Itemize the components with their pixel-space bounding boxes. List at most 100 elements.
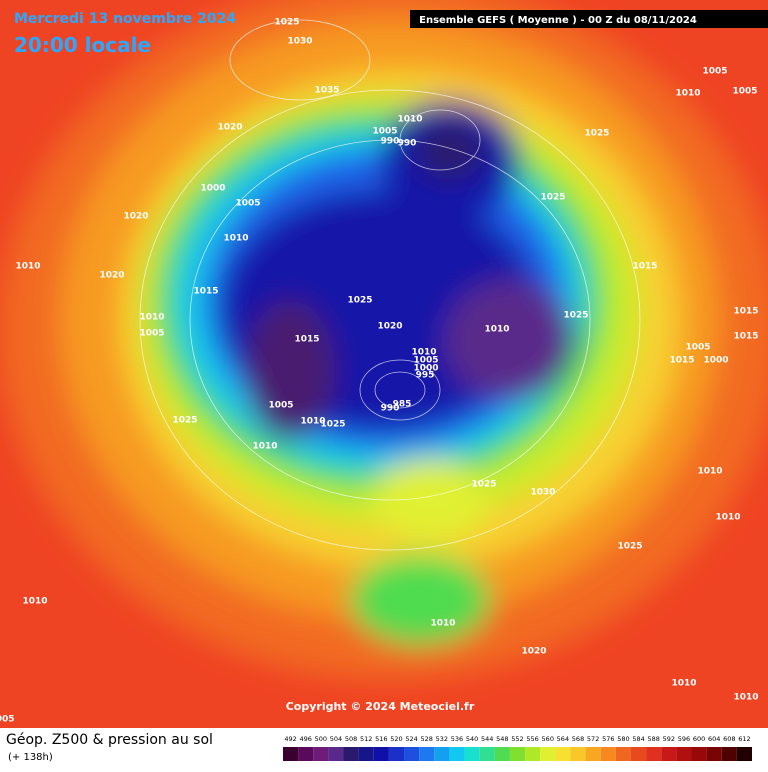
scale-label: 552 <box>511 735 523 743</box>
scale-swatch <box>358 747 374 761</box>
scale-label: 536 <box>451 735 463 743</box>
isobar-label: 1025 <box>471 480 496 490</box>
isobar-label: 1005 <box>0 715 15 725</box>
isobar-label: 1035 <box>314 86 339 96</box>
scale-label: 608 <box>723 735 735 743</box>
isobar-label: 1020 <box>123 212 148 222</box>
scale-label: 560 <box>542 735 554 743</box>
isobar-label: 1020 <box>99 271 124 281</box>
isobar-label: 1005 <box>235 199 260 209</box>
isobar-labels: 1025103010351020101010059909901000100510… <box>0 18 759 725</box>
scale-swatch <box>555 747 571 761</box>
isobar-label: 1010 <box>15 262 40 272</box>
scale-swatch <box>570 747 586 761</box>
isobar-label: 1010 <box>715 513 740 523</box>
isobar-label: 1005 <box>413 356 438 366</box>
footer-title: Géop. Z500 & pression au sol <box>6 732 213 748</box>
scale-label: 592 <box>663 735 675 743</box>
isobar-label: 1030 <box>287 37 312 47</box>
scale-label: 612 <box>738 735 750 743</box>
scale-swatch <box>585 747 601 761</box>
isobar-label: 1010 <box>397 115 422 125</box>
header-box <box>410 10 768 28</box>
isobar-label: 1025 <box>320 420 345 430</box>
isobar-label: 1010 <box>411 348 436 358</box>
scale-label: 516 <box>375 735 387 743</box>
scale-label: 600 <box>693 735 705 743</box>
scale-swatch <box>661 747 677 761</box>
scale-swatch <box>615 747 631 761</box>
scale-label: 548 <box>496 735 508 743</box>
scale-label: 540 <box>466 735 478 743</box>
isobar-label: 1010 <box>139 313 164 323</box>
isobar-label: 990 <box>398 139 417 149</box>
scale-label: 520 <box>390 735 402 743</box>
scale-swatch <box>706 747 722 761</box>
scale-swatch <box>509 747 526 761</box>
scale-swatch <box>434 747 450 761</box>
isobar-label: 1025 <box>540 193 565 203</box>
isobar-label: 1025 <box>347 296 372 306</box>
isobar-label: 1015 <box>669 356 694 366</box>
isobar-label: 1010 <box>300 417 325 427</box>
scale-swatch <box>676 747 692 761</box>
isobar-label: 1010 <box>671 679 696 689</box>
isobar-label: 990 <box>381 137 400 147</box>
isobar-label: 1010 <box>675 89 700 99</box>
scale-swatch <box>691 747 707 761</box>
scale-swatch <box>388 747 405 761</box>
scale-label: 508 <box>345 735 357 743</box>
scale-swatch <box>630 747 647 761</box>
isobar-label: 1015 <box>632 262 657 272</box>
scale-label: 496 <box>299 735 311 743</box>
isobar-label: 1030 <box>530 488 555 498</box>
scale-label: 568 <box>572 735 584 743</box>
scale-label: 596 <box>678 735 690 743</box>
scale-label: 572 <box>587 735 599 743</box>
date: Mercredi 13 novembre 2024 <box>14 11 236 27</box>
isobar-label: 995 <box>416 371 435 381</box>
scale-swatch <box>479 747 495 761</box>
scale-label: 556 <box>526 735 538 743</box>
isobar-label: 1025 <box>274 18 299 28</box>
scale-label: 504 <box>330 735 342 743</box>
scale-swatch <box>313 747 329 761</box>
scale-swatch <box>646 747 662 761</box>
isobar-label: 1000 <box>200 184 225 194</box>
isobar-label: 1025 <box>584 129 609 139</box>
scale-label: 576 <box>602 735 614 743</box>
color-scale: 492 496 500 504 508 512 516 520 524 528 532 536 540 5… <box>283 735 752 761</box>
scale-swatch <box>283 747 299 761</box>
copyright: Copyright © 2024 Meteociel.fr <box>286 700 475 713</box>
isobar-label: 1015 <box>193 287 218 297</box>
isobar-label: 1000 <box>703 356 728 366</box>
isobar-label: 1015 <box>733 307 758 317</box>
scale-swatch <box>600 747 616 761</box>
isobar-label: 990 <box>381 404 400 414</box>
scale-swatch <box>494 747 510 761</box>
isobar-label: 1010 <box>252 442 277 452</box>
scale-label: 532 <box>436 735 448 743</box>
scale-swatch <box>736 747 752 761</box>
isobar-label: 1010 <box>733 693 758 703</box>
scale-label: 492 <box>284 735 296 743</box>
isobar-label: 1020 <box>521 647 546 657</box>
isobar-label: 1025 <box>172 416 197 426</box>
scale-label: 528 <box>421 735 433 743</box>
scale-swatch <box>464 747 480 761</box>
scale-swatch <box>404 747 420 761</box>
isobar-label: 1025 <box>617 542 642 552</box>
isobar-label: 1005 <box>268 401 293 411</box>
map: 1025103010351020101010059909901000100510… <box>0 0 768 728</box>
scale-label: 564 <box>557 735 569 743</box>
isobar-label: 1005 <box>732 87 757 97</box>
scale-label: 544 <box>481 735 493 743</box>
isobar-label: 985 <box>393 400 412 410</box>
isobar-label: 1015 <box>733 332 758 342</box>
scale-label: 500 <box>315 735 327 743</box>
scale-swatch <box>298 747 314 761</box>
isobar-label: 1010 <box>430 619 455 629</box>
scale-label: 604 <box>708 735 720 743</box>
scale-swatch <box>343 747 359 761</box>
